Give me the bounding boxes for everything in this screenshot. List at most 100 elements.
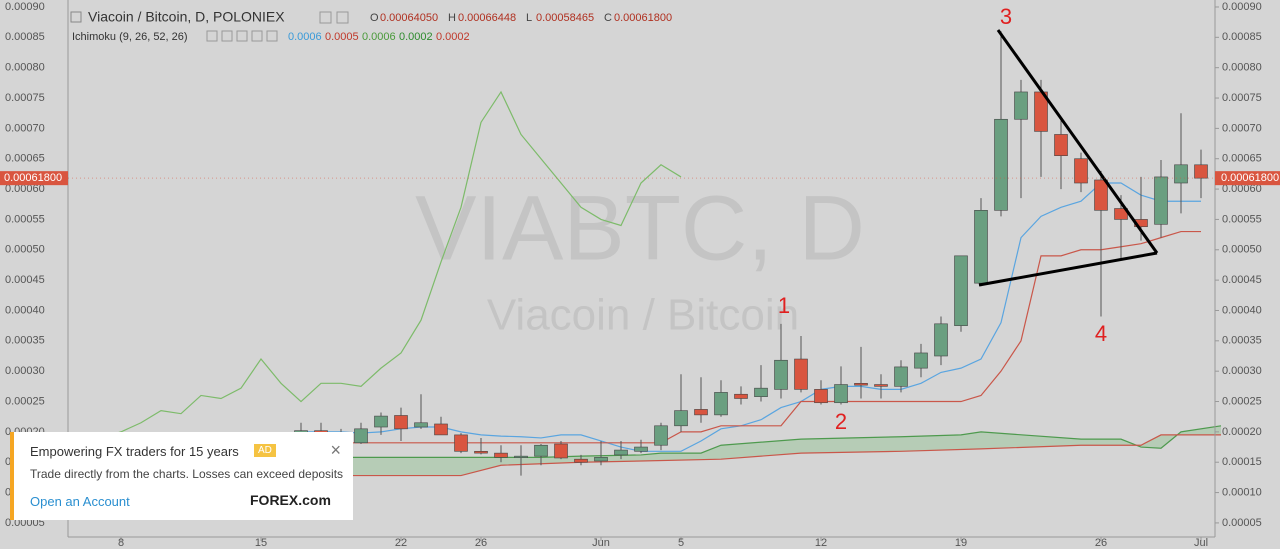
candle-body (614, 449, 628, 456)
candle-body (494, 452, 508, 458)
candle-body (854, 383, 868, 386)
candle-body (714, 392, 728, 416)
ohlc-value: 0.00066448 (458, 12, 516, 24)
y-tick-label: 0.00060 (5, 183, 45, 195)
candle-body (694, 409, 708, 416)
indicator-value: 0.0002 (399, 31, 433, 43)
ad-link[interactable]: Open an Account (30, 494, 130, 509)
y2-tick-label: 0.00005 (1222, 517, 1262, 529)
candle-body (414, 422, 428, 428)
ohlc-value: 0.00061800 (614, 12, 672, 24)
ohlc-label: L (526, 12, 532, 24)
icon[interactable] (266, 30, 278, 42)
candle-body (674, 410, 688, 427)
candle-body (994, 118, 1008, 211)
y2-tick-label: 0.00040 (1222, 304, 1262, 316)
candle-body (754, 387, 768, 397)
trend-line (996, 29, 1159, 254)
y2-tick-label: 0.00045 (1222, 274, 1262, 286)
candle-body (914, 352, 928, 369)
trend-line (978, 251, 1158, 287)
candle-body (394, 415, 408, 430)
y-tick-label: 0.00075 (5, 92, 45, 104)
candle-body (1154, 176, 1168, 225)
y-tick-label: 0.00040 (5, 304, 45, 316)
y2-tick-label: 0.00020 (1222, 426, 1262, 438)
ohlc-value: 0.00058465 (536, 12, 594, 24)
indicator-value: 0.0006 (362, 31, 396, 43)
y-tick-label: 0.00085 (5, 31, 45, 43)
candle-body (874, 384, 888, 387)
last-price-label: 0.00061800 (4, 172, 62, 184)
y2-tick-label: 0.00015 (1222, 456, 1262, 468)
candle-body (534, 444, 548, 457)
candle-body (454, 434, 468, 452)
ad-brand: FOREX.com (250, 492, 331, 508)
candle-body (1054, 134, 1068, 156)
candle-body (574, 458, 588, 463)
annotation: 3 (1000, 4, 1012, 29)
candle-body (794, 358, 808, 390)
candle-body (354, 428, 368, 444)
y2-tick-label: 0.00010 (1222, 486, 1262, 498)
y-tick-label: 0.00055 (5, 213, 45, 225)
y2-tick-label: 0.00065 (1222, 153, 1262, 165)
candle-body (974, 210, 988, 284)
candle-body (1174, 164, 1188, 184)
ad-badge: AD (254, 444, 276, 457)
y2-tick-label: 0.00085 (1222, 31, 1262, 43)
x-tick-label: 26 (475, 537, 487, 549)
y2-tick-label: 0.00030 (1222, 365, 1262, 377)
icon[interactable] (206, 30, 218, 42)
annotation: 2 (835, 409, 847, 434)
candle-body (834, 384, 848, 404)
candle-body (734, 393, 748, 399)
icon[interactable] (236, 30, 248, 42)
y-tick-label: 0.00080 (5, 62, 45, 74)
candle-body (934, 323, 948, 357)
y-tick-label: 0.00090 (5, 1, 45, 13)
last-price-badge (1215, 171, 1280, 186)
candle-body (1074, 158, 1088, 184)
candle-body (1194, 164, 1208, 179)
y2-tick-label: 0.00075 (1222, 92, 1262, 104)
candle-body (774, 359, 788, 390)
last-price-badge (0, 171, 68, 186)
ad-close[interactable]: × (330, 440, 341, 460)
collapse-icon[interactable] (70, 11, 82, 23)
chart-title: Viacoin / Bitcoin, D, POLONIEX (88, 9, 285, 25)
ohlc-label: O (370, 12, 379, 24)
x-tick-label: 19 (955, 537, 967, 549)
ohlc-value: 0.00064050 (380, 12, 438, 24)
x-tick-label: 5 (678, 537, 684, 549)
annotation: 4 (1095, 321, 1107, 346)
icon[interactable] (319, 11, 332, 24)
indicator-line (301, 182, 1201, 452)
icon[interactable] (221, 30, 233, 42)
x-tick-label: Jun (592, 537, 610, 549)
candle-body (474, 450, 488, 454)
watermark: VIABTC, D (415, 177, 865, 279)
ad-text: Trade directly from the charts. Losses c… (30, 467, 344, 481)
y-tick-label: 0.00070 (5, 122, 45, 134)
x-tick-label: 26 (1095, 537, 1107, 549)
y2-tick-label: 0.00090 (1222, 1, 1262, 13)
candle-body (554, 443, 568, 459)
cloud (301, 425, 1221, 476)
y2-tick-label: 0.00035 (1222, 335, 1262, 347)
candle-body (814, 389, 828, 404)
last-price-label: 0.00061800 (1221, 172, 1279, 184)
candle-body (654, 425, 668, 446)
y2-tick-label: 0.00070 (1222, 122, 1262, 134)
y-tick-label: 0.00065 (5, 153, 45, 165)
y-tick-label: 0.00030 (5, 365, 45, 377)
indicator-value: 0.0006 (288, 31, 322, 43)
icon[interactable] (251, 30, 263, 42)
icon[interactable] (336, 11, 349, 24)
candle-body (634, 446, 648, 452)
indicator-line (301, 434, 1221, 477)
candle-body (434, 423, 448, 436)
x-tick-label: Jul (1194, 537, 1208, 549)
candle-body (514, 455, 528, 458)
